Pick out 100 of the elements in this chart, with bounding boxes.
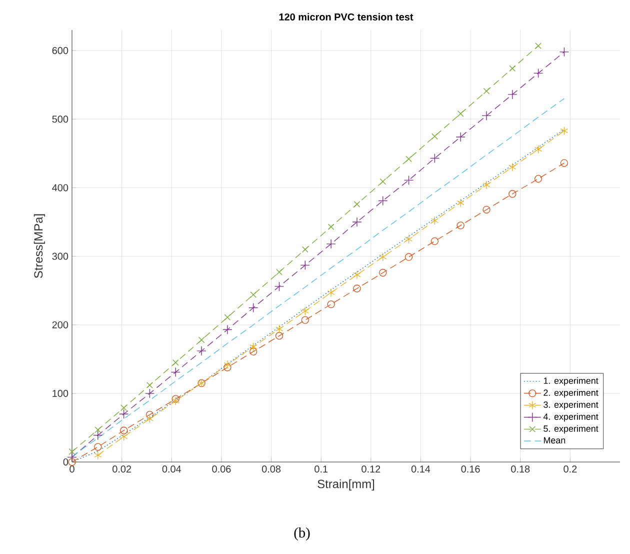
point bbox=[172, 359, 179, 366]
point bbox=[353, 270, 361, 280]
x-tick-label: 0.16 bbox=[461, 466, 480, 473]
point bbox=[430, 216, 438, 225]
point bbox=[456, 132, 466, 142]
point bbox=[94, 443, 102, 451]
x-tick-label: 0.12 bbox=[362, 466, 380, 473]
point bbox=[250, 348, 258, 356]
legend-label: 5. experiment bbox=[544, 425, 598, 434]
point bbox=[67, 452, 77, 462]
x-axis-title: Strain[mm] bbox=[318, 479, 374, 491]
point bbox=[535, 42, 542, 49]
legend-label: 1. experiment bbox=[544, 377, 598, 386]
point bbox=[482, 180, 490, 190]
point bbox=[146, 382, 153, 388]
point bbox=[534, 174, 542, 183]
point bbox=[508, 162, 516, 172]
y-tick-label: 500 bbox=[52, 116, 68, 123]
point bbox=[68, 458, 76, 466]
point bbox=[302, 246, 308, 253]
point bbox=[274, 282, 284, 292]
point bbox=[144, 388, 155, 398]
point bbox=[560, 126, 568, 136]
point bbox=[120, 404, 127, 411]
point bbox=[224, 364, 232, 372]
text: (b) bbox=[294, 527, 310, 540]
point bbox=[94, 426, 102, 433]
point bbox=[250, 342, 258, 352]
point bbox=[508, 90, 518, 100]
point bbox=[301, 306, 309, 316]
point bbox=[406, 156, 412, 162]
point bbox=[328, 224, 334, 230]
point bbox=[222, 324, 232, 334]
point bbox=[224, 360, 232, 369]
point bbox=[93, 430, 103, 440]
x-tick-label: 0.02 bbox=[112, 466, 132, 473]
point bbox=[224, 314, 231, 320]
x-tick-label: 0.08 bbox=[262, 466, 281, 473]
point bbox=[198, 336, 205, 344]
chart-title: 120 micron PVC tension test bbox=[279, 13, 414, 20]
y-axis-title: Stress[MPa] bbox=[34, 214, 46, 278]
point bbox=[276, 268, 282, 276]
point bbox=[352, 217, 362, 227]
point bbox=[300, 260, 310, 270]
point bbox=[120, 432, 128, 441]
point bbox=[560, 159, 568, 167]
point bbox=[327, 300, 335, 308]
point bbox=[94, 450, 102, 460]
x-tick-label: 0.18 bbox=[511, 466, 530, 473]
point bbox=[248, 302, 258, 313]
x-tick-label: 0.1 bbox=[314, 466, 328, 473]
legend-label: 3. experiment bbox=[544, 401, 598, 410]
point bbox=[250, 292, 257, 298]
point bbox=[146, 410, 154, 419]
point bbox=[456, 222, 464, 230]
point bbox=[482, 206, 490, 214]
point bbox=[68, 448, 76, 455]
point bbox=[327, 288, 335, 297]
y-tick-label: 300 bbox=[52, 252, 68, 260]
x-tick-label: 0.04 bbox=[162, 466, 182, 473]
point bbox=[404, 234, 413, 244]
x-tick-label: 0.14 bbox=[411, 466, 430, 473]
point bbox=[559, 47, 570, 57]
point bbox=[172, 396, 180, 406]
point bbox=[509, 65, 516, 72]
point bbox=[380, 178, 386, 185]
point bbox=[120, 426, 128, 434]
x-tick-label: 0.06 bbox=[212, 466, 231, 473]
y-tick-label: 200 bbox=[52, 321, 68, 328]
y-tick-label: 400 bbox=[52, 184, 68, 192]
y-tick-label: 0 bbox=[63, 458, 68, 466]
point bbox=[430, 153, 440, 164]
legend-label: 4. experiment bbox=[543, 413, 598, 422]
point bbox=[378, 196, 388, 206]
point bbox=[275, 324, 284, 334]
point bbox=[483, 88, 490, 94]
y-tick-label: 600 bbox=[52, 47, 68, 54]
point bbox=[508, 190, 516, 198]
point bbox=[534, 144, 542, 154]
point bbox=[404, 253, 413, 261]
point bbox=[456, 198, 464, 208]
x-tick-label: 0.2 bbox=[564, 466, 577, 473]
point bbox=[457, 110, 464, 117]
legend-label: Mean bbox=[544, 437, 566, 444]
point bbox=[482, 110, 492, 121]
point bbox=[196, 346, 206, 356]
point bbox=[146, 414, 154, 424]
point bbox=[275, 332, 284, 340]
point bbox=[533, 68, 544, 78]
point bbox=[379, 268, 387, 277]
point bbox=[379, 252, 387, 262]
point bbox=[326, 239, 336, 249]
point bbox=[118, 409, 129, 419]
legend-label: 2. experiment bbox=[544, 389, 598, 398]
point bbox=[354, 201, 360, 208]
point bbox=[301, 316, 309, 324]
point bbox=[172, 395, 180, 403]
point bbox=[404, 175, 414, 185]
point bbox=[353, 284, 361, 292]
y-tick-label: 100 bbox=[52, 390, 68, 397]
